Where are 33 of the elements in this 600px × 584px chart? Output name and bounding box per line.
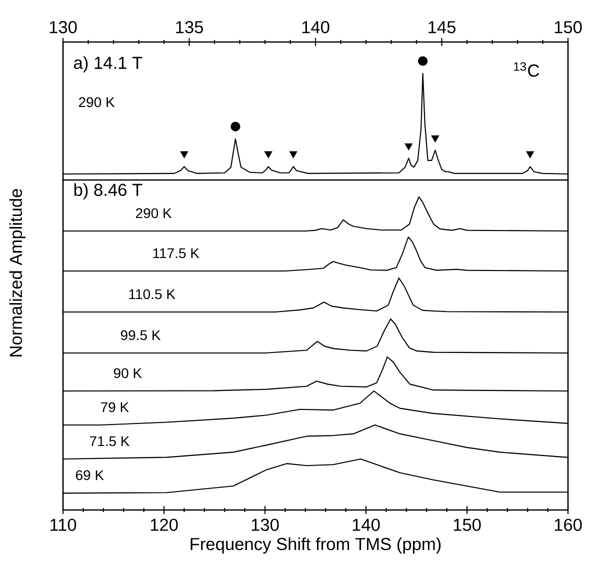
x-tick-label: 140: [302, 21, 330, 34]
annotation: 290 K: [78, 97, 115, 108]
x-axis-title: Frequency Shift from TMS (ppm): [190, 537, 441, 554]
point: [431, 135, 440, 142]
annotation: 90 K: [114, 368, 142, 378]
x-tick-label: 145: [428, 21, 456, 34]
x-tick-label: 130: [50, 21, 77, 34]
point: [289, 151, 298, 158]
point: [526, 151, 534, 158]
x-tick-label: 135: [176, 21, 203, 34]
x-tick-label: 150: [454, 518, 481, 531]
x-tick-label: 130: [252, 518, 279, 531]
x-tick-label: 140: [352, 518, 380, 531]
y-axis-title: Normalized Amplitude: [9, 189, 26, 356]
x-tick-label: 150: [554, 21, 582, 34]
x-tick-label: 120: [150, 518, 178, 531]
annotation: 110.5 K: [129, 289, 176, 300]
point: [264, 151, 272, 158]
point: [230, 122, 240, 132]
annotation: 69 K: [76, 470, 104, 480]
point: [418, 56, 428, 66]
annotation: b) 8.46 T: [74, 183, 142, 200]
annotation: 71.5 K: [90, 436, 130, 446]
x-tick-label: 160: [554, 518, 582, 531]
annotation: 79 K: [100, 402, 129, 412]
annotation: $^{13}$C: [514, 62, 540, 77]
x-tick-label: 110: [50, 518, 76, 531]
annotation: a) 14.1 T: [74, 56, 142, 72]
point: [404, 143, 413, 150]
annotation: 99.5 K: [120, 330, 161, 340]
annotation: 117.5 K: [153, 248, 200, 258]
annotation: 290 K: [136, 208, 172, 218]
point: [180, 151, 188, 158]
